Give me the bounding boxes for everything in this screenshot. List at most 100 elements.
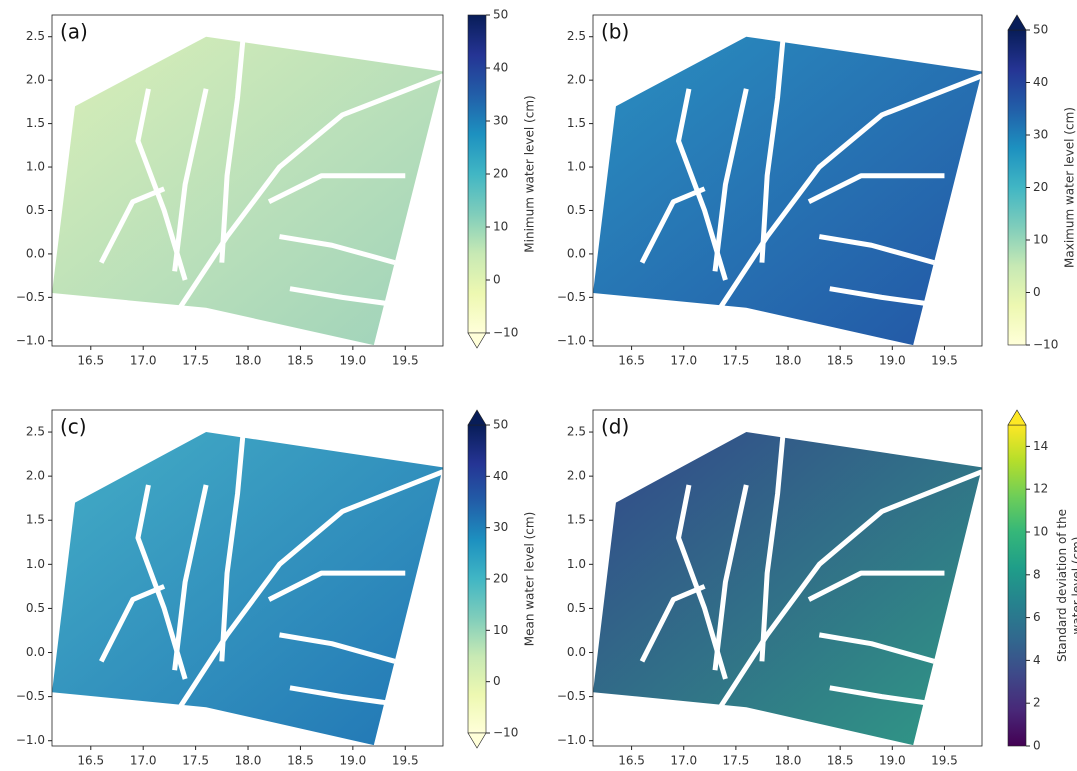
x-tick-label: 18.0 [775,754,802,768]
panel-label: (d) [601,415,629,439]
river [219,436,246,662]
colorbar-tick-label: 30 [493,520,508,534]
colorbar-tick-label: 20 [493,572,508,586]
x-tick-label: 16.5 [618,354,645,368]
colorbar-tick-label: 0 [493,674,501,688]
colorbar-tick-label: 2 [1033,696,1041,710]
map-area [52,432,443,746]
y-tick-label: −1.0 [557,733,586,747]
river [712,484,749,671]
river [676,484,728,680]
x-tick-label: 16.5 [77,754,104,768]
colorbar-tick-label: −10 [493,726,518,740]
colorbar-tick-label: 0 [493,273,501,287]
axes-frame [51,14,444,347]
river [99,584,166,663]
river [818,632,935,664]
axes-frame [51,409,444,747]
river [807,173,945,205]
colorbar-tick-label: 10 [493,623,508,637]
river [99,186,166,264]
river [279,632,396,664]
colorbar-label: Minimum water level (cm) [523,95,537,252]
x-tick-label: 17.5 [723,754,750,768]
x-tick-label: 19.0 [879,754,906,768]
x-tick-label: 19.5 [931,354,958,368]
y-tick-label: 0.5 [567,203,586,217]
y-tick-label: 1.5 [26,116,45,130]
colorbar-tick-label: 20 [1033,180,1048,194]
panel-label: (c) [60,415,87,439]
colorbar-tick-label: 30 [1033,128,1048,142]
river [267,570,406,602]
x-tick-label: 18.0 [775,354,802,368]
x-tick-label: 18.0 [235,354,262,368]
colorbar [1007,29,1027,346]
x-tick-label: 19.0 [339,354,366,368]
colorbar-tick-label: 40 [493,61,508,75]
y-tick-label: 1.5 [26,513,45,527]
y-tick-label: 0.0 [26,645,45,659]
colorbar [1007,424,1027,747]
axes-frame [592,409,983,747]
colorbar [467,424,487,734]
river [172,484,209,671]
y-tick-label: 0.0 [567,645,586,659]
river [818,234,935,266]
x-tick-label: 18.5 [827,354,854,368]
river [289,286,406,309]
river [279,234,396,266]
y-tick-label: −0.5 [16,290,45,304]
y-tick-label: 0.0 [567,246,586,260]
x-tick-label: 17.0 [670,754,697,768]
x-tick-label: 17.5 [182,754,209,768]
colorbar-tick-label: 10 [1033,525,1048,539]
y-tick-label: 1.0 [26,557,45,571]
map-area [593,432,982,746]
x-tick-label: 17.0 [670,354,697,368]
colorbar-extend [467,332,487,349]
colorbar-tick-label: −10 [493,326,518,340]
y-tick-label: −0.5 [557,689,586,703]
axes-frame [592,14,983,347]
x-tick-label: 19.5 [392,754,419,768]
x-tick-label: 17.0 [130,354,157,368]
river [759,40,786,263]
x-tick-label: 18.0 [235,754,262,768]
x-tick-label: 19.0 [339,754,366,768]
river [172,88,209,272]
map-area [52,36,443,346]
river [177,469,444,709]
river [807,570,945,602]
y-tick-label: 1.0 [567,160,586,174]
y-tick-label: −0.5 [16,689,45,703]
x-tick-label: 19.0 [879,354,906,368]
y-tick-label: 0.5 [26,203,45,217]
colorbar-label: Maximum water level (cm) [1063,107,1077,268]
colorbar-extend [1007,409,1027,426]
x-tick-label: 17.5 [182,354,209,368]
river [829,286,945,309]
colorbar [467,14,487,334]
y-tick-label: −0.5 [557,290,586,304]
river [712,88,749,272]
y-tick-label: 2.0 [567,73,586,87]
colorbar-tick-label: 10 [493,220,508,234]
y-tick-label: 0.0 [26,246,45,260]
y-tick-label: 2.0 [567,469,586,483]
colorbar-tick-label: 30 [493,114,508,128]
colorbar-tick-label: 50 [493,418,508,432]
river [639,584,706,663]
y-tick-label: 0.5 [26,601,45,615]
colorbar-tick-label: 6 [1033,610,1041,624]
river [135,484,188,680]
x-tick-label: 17.0 [130,754,157,768]
river [267,173,406,205]
river [829,685,945,708]
y-tick-label: 1.5 [567,116,586,130]
colorbar-tick-label: 50 [1033,23,1048,37]
river [289,685,406,708]
colorbar-label: water level (cm) [1070,536,1077,634]
x-tick-label: 18.5 [287,754,314,768]
